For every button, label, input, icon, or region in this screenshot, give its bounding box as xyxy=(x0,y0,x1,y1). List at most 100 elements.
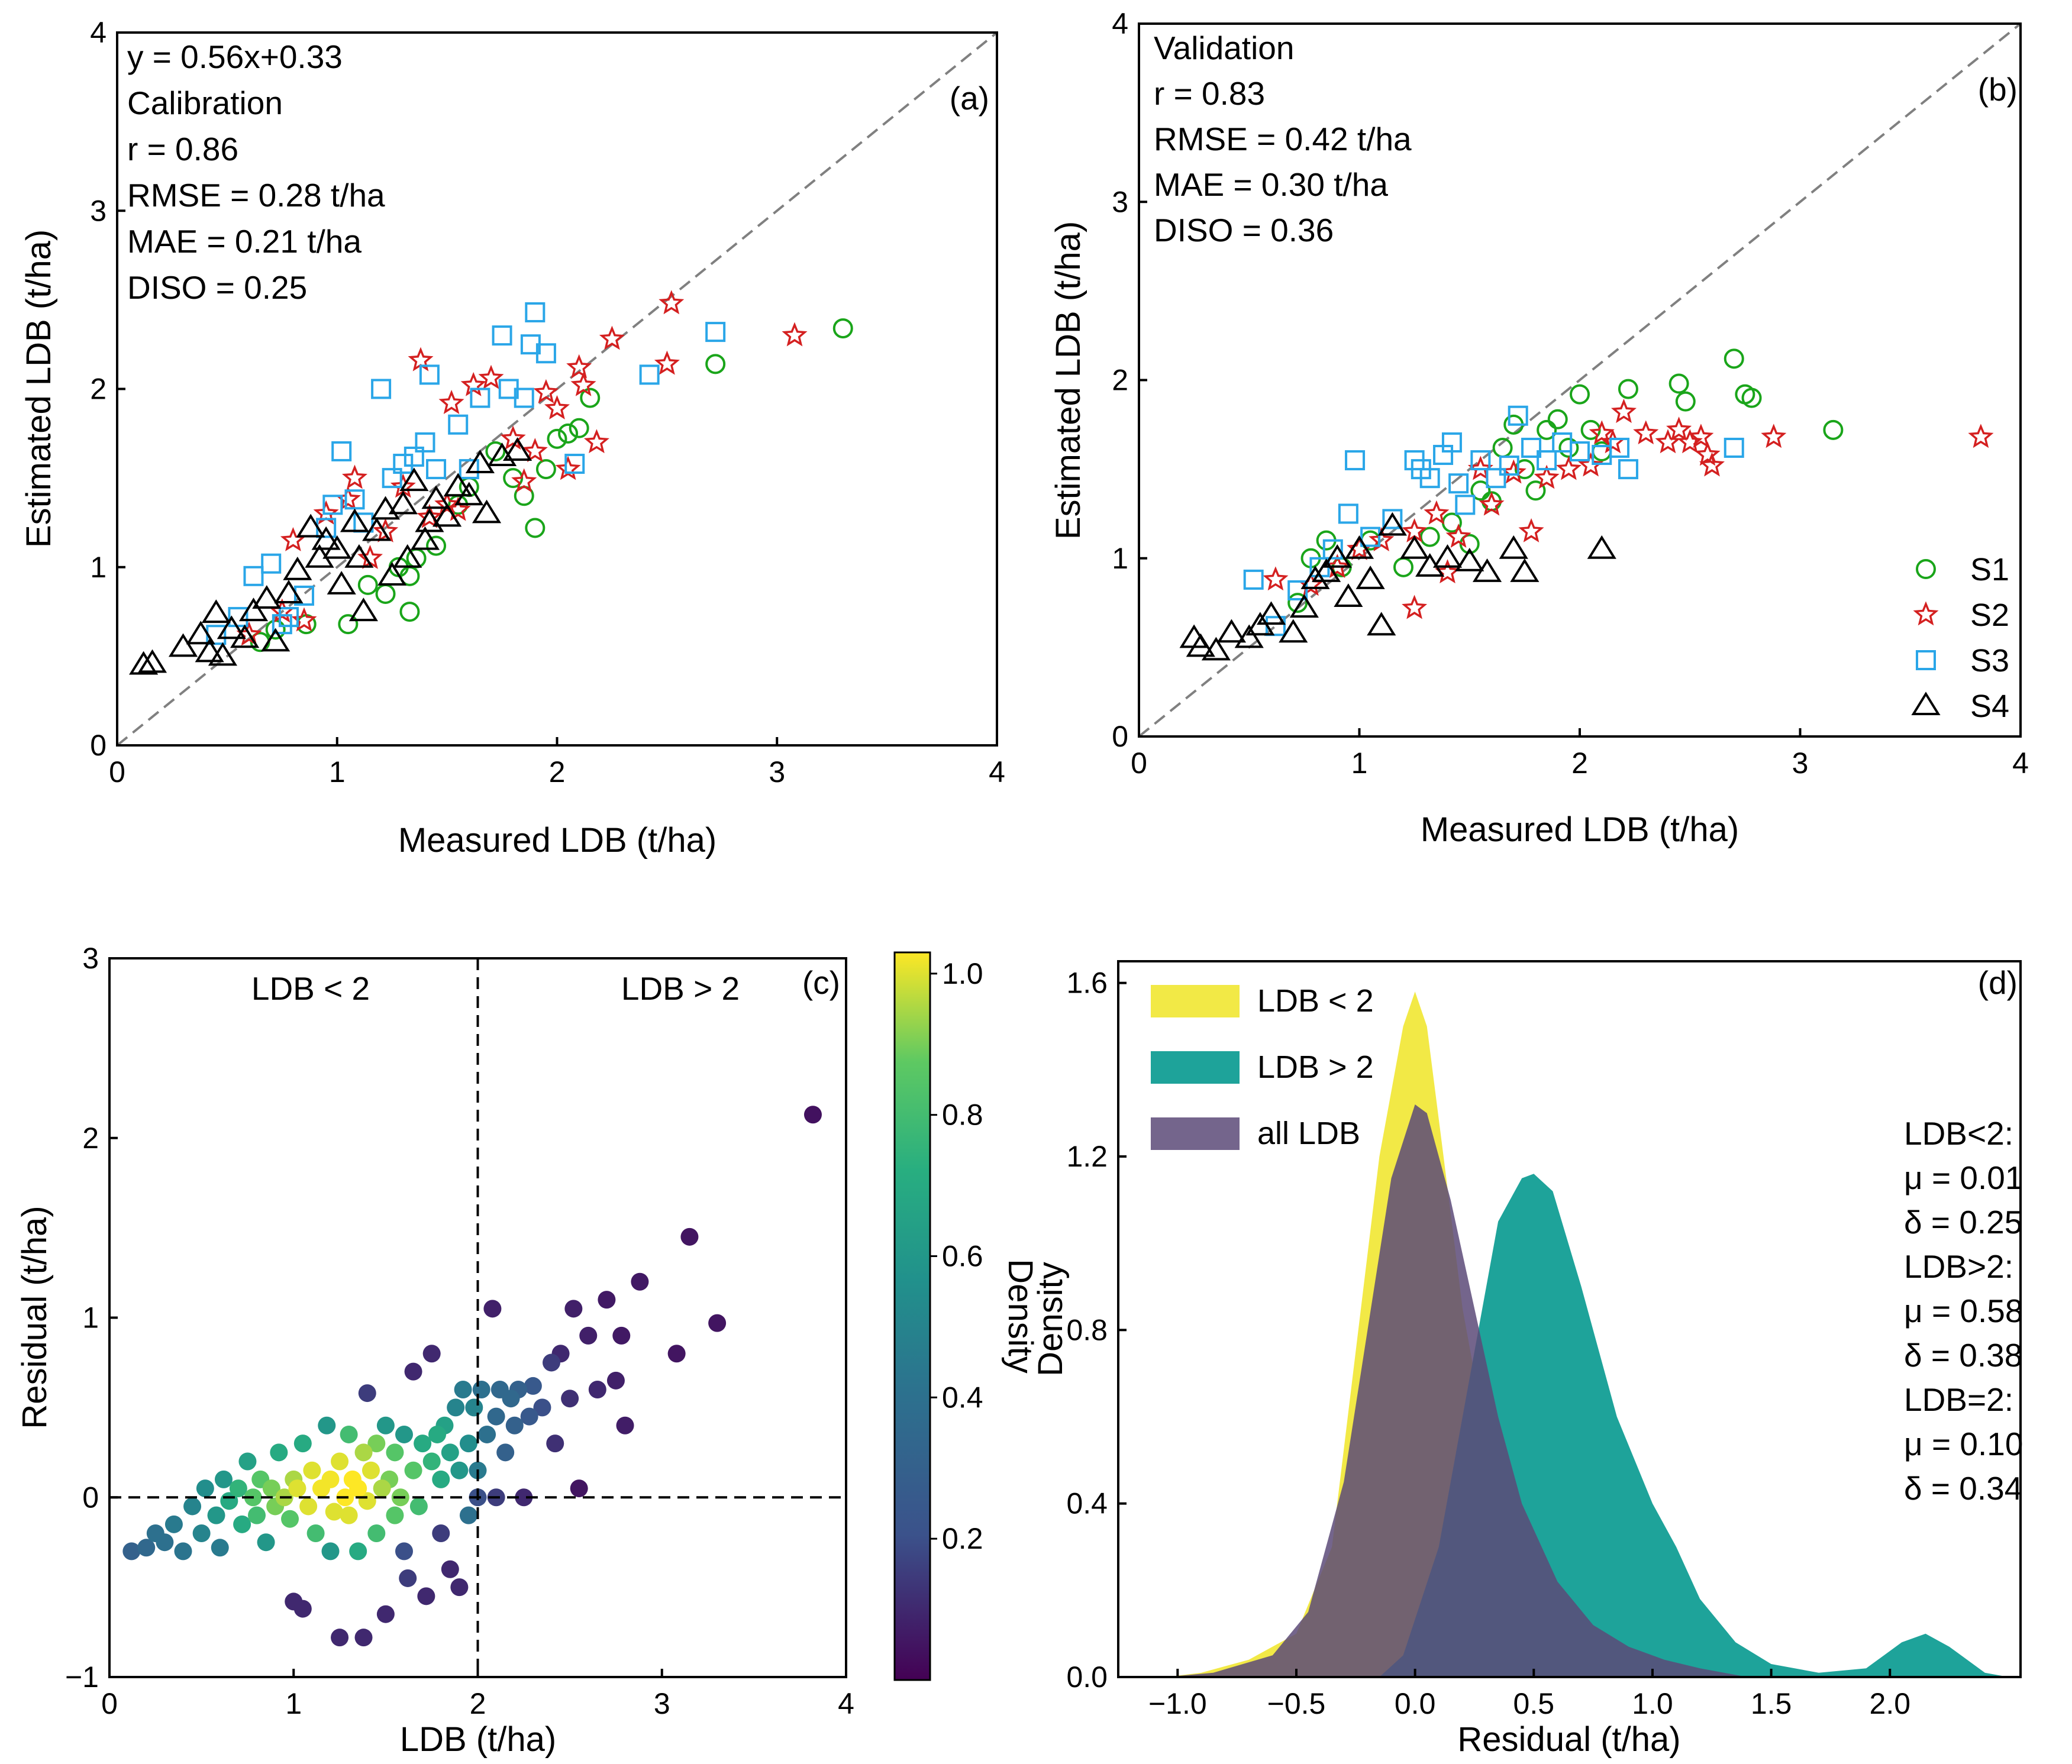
point-S1 xyxy=(832,318,853,339)
point-S3 xyxy=(1441,432,1462,453)
residual-point xyxy=(399,1569,417,1587)
point-S2 xyxy=(782,322,808,347)
legend-label-S1: S1 xyxy=(1970,552,2009,587)
residual-point xyxy=(417,1587,435,1605)
point-S2 xyxy=(654,350,680,375)
point-S2 xyxy=(1369,526,1395,551)
residual-point xyxy=(386,1443,404,1462)
residual-point xyxy=(441,1560,459,1578)
panel-d-residual-distribution: −1.0 −0.5 0.0 0.5 1.0 1.5 2.0 0.0 0.4 0.8 1.2 1.6 (… xyxy=(1031,960,2023,1759)
panel-d-frame xyxy=(1117,960,2022,1678)
residual-point xyxy=(331,1629,349,1647)
colorbar-label: Density xyxy=(1001,1259,1040,1373)
d-ytick-label: 1.2 xyxy=(1066,1140,1108,1173)
residual-point xyxy=(454,1381,472,1398)
stat-line: δ = 0.34 xyxy=(1904,1470,2022,1507)
point-S2 xyxy=(373,518,399,542)
point-S2 xyxy=(1467,455,1493,480)
residual-point xyxy=(340,1425,358,1443)
legend-marker-S3 xyxy=(1916,650,1936,670)
residual-point xyxy=(543,1353,560,1372)
point-S3 xyxy=(564,454,585,474)
stat-line: y = 0.56x+0.33 xyxy=(127,38,343,75)
point-S4 xyxy=(393,544,422,568)
a-xtick-label: 0 xyxy=(109,755,125,789)
point-S1 xyxy=(569,418,589,438)
residual-point xyxy=(321,1542,340,1561)
point-S2 xyxy=(1677,429,1703,454)
point-S3 xyxy=(459,459,479,480)
point-S3 xyxy=(705,322,726,343)
point-S4 xyxy=(238,597,269,622)
point-S4 xyxy=(1587,535,1616,559)
point-S4 xyxy=(1499,535,1528,559)
residual-point xyxy=(354,1443,373,1462)
residual-point xyxy=(803,1106,822,1124)
point-S4 xyxy=(1472,558,1502,582)
point-S2 xyxy=(1263,566,1289,591)
residual-point xyxy=(349,1542,367,1561)
residual-point xyxy=(487,1407,505,1426)
stat-line: δ = 0.25 xyxy=(1904,1204,2022,1240)
residual-point xyxy=(441,1443,459,1462)
point-S4 xyxy=(1186,633,1215,657)
residual-point xyxy=(376,1416,395,1435)
point-S4 xyxy=(399,467,429,492)
residual-point xyxy=(367,1524,386,1542)
point-S3 xyxy=(344,489,365,510)
point-S2 xyxy=(599,325,625,350)
residual-point xyxy=(422,1452,441,1471)
legend-marker-S2 xyxy=(1913,601,1939,626)
calibration-points xyxy=(129,290,853,675)
a-ytick-label: 0 xyxy=(90,729,106,762)
residual-point xyxy=(447,1398,465,1417)
point-S4 xyxy=(327,571,356,595)
residual-point xyxy=(459,1435,477,1453)
residual-point xyxy=(262,1479,280,1498)
residual-point xyxy=(386,1506,404,1524)
residual-point xyxy=(395,1542,413,1561)
point-S3 xyxy=(1486,468,1506,489)
stat-line: DISO = 0.36 xyxy=(1154,212,1334,248)
panel-b-ylabel: Estimated LDB (t/ha) xyxy=(1049,221,1087,539)
point-S3 xyxy=(1243,569,1264,590)
point-S2 xyxy=(341,464,368,489)
stat-line: μ = 0.58 xyxy=(1904,1293,2023,1329)
residual-point xyxy=(432,1470,450,1488)
point-S4 xyxy=(261,628,291,652)
b-ytick-label: 1 xyxy=(1112,542,1128,575)
point-S3 xyxy=(228,607,248,628)
residual-point xyxy=(450,1578,469,1597)
residual-point xyxy=(505,1416,524,1435)
d-xtick-label: 1.0 xyxy=(1632,1687,1673,1720)
residual-point xyxy=(299,1497,318,1516)
d-xtick-label: 0.0 xyxy=(1395,1687,1436,1720)
stat-line: r = 0.86 xyxy=(127,131,238,167)
stat-line: MAE = 0.21 t/ha xyxy=(127,223,362,260)
region-label-low: LDB < 2 xyxy=(251,970,370,1007)
stat-line: δ = 0.38 xyxy=(1904,1337,2022,1374)
legend-label-S4: S4 xyxy=(1970,689,2009,724)
point-S4 xyxy=(1201,637,1231,661)
point-S2 xyxy=(555,455,581,480)
stat-line: LDB>2: xyxy=(1904,1248,2013,1285)
residual-point xyxy=(414,1435,432,1453)
point-S3 xyxy=(1345,450,1366,471)
point-S1 xyxy=(1547,409,1568,429)
panel-a-xlabel: Measured LDB (t/ha) xyxy=(398,821,717,860)
b-xtick-label: 2 xyxy=(1571,747,1588,780)
residual-point xyxy=(588,1381,606,1398)
point-S4 xyxy=(201,599,231,623)
point-S3 xyxy=(371,379,392,399)
residual-point xyxy=(680,1227,699,1246)
point-S4 xyxy=(168,633,198,657)
point-S3 xyxy=(293,585,314,606)
point-S4 xyxy=(415,508,444,532)
point-S2 xyxy=(1666,416,1692,441)
panel-c-xlabel: LDB (t/ha) xyxy=(400,1720,556,1759)
residual-points xyxy=(122,1106,822,1647)
residual-point xyxy=(238,1452,257,1471)
point-S2 xyxy=(533,379,559,403)
residual-point xyxy=(631,1272,649,1291)
